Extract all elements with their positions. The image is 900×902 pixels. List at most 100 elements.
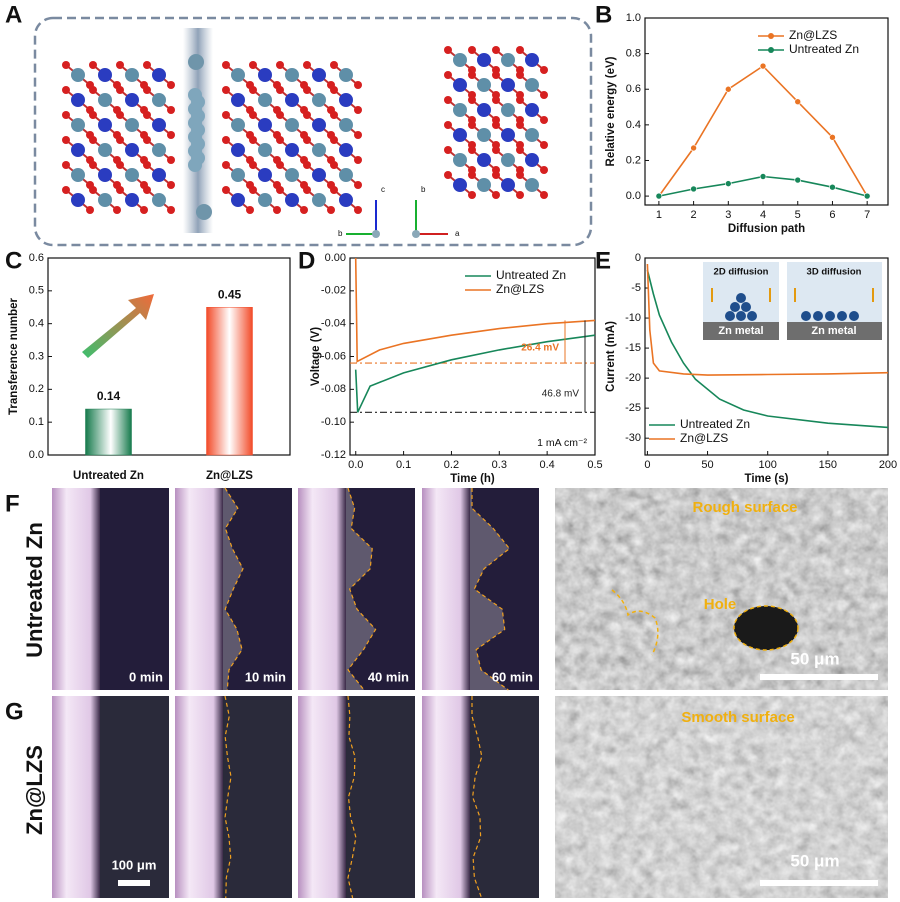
atom	[354, 156, 362, 164]
time-label: 60 min	[492, 669, 533, 684]
atom	[89, 86, 97, 94]
legend-marker	[768, 33, 774, 39]
atom	[303, 161, 311, 169]
atom	[249, 186, 257, 194]
atom	[258, 168, 272, 182]
atom	[339, 143, 353, 157]
atom	[258, 68, 272, 82]
atom	[444, 146, 452, 154]
time-label: 10 min	[245, 669, 286, 684]
atom	[89, 161, 97, 169]
legend-label: Zn@LZS	[789, 28, 837, 42]
atom	[492, 46, 500, 54]
y-tick-label: -5	[631, 282, 641, 294]
inset-label: 2D diffusion	[714, 267, 769, 278]
atom	[501, 78, 515, 92]
atom	[116, 86, 124, 94]
atom	[222, 111, 230, 119]
atom	[303, 61, 311, 69]
atom	[231, 118, 245, 132]
atom	[143, 161, 151, 169]
atom	[453, 103, 467, 117]
atom	[540, 66, 548, 74]
atom	[354, 106, 362, 114]
atom	[339, 93, 353, 107]
atom	[303, 136, 311, 144]
zn-electrode	[175, 696, 223, 898]
x-axis-label: Diffusion path	[728, 223, 805, 235]
y-tick-label: 0	[635, 252, 641, 264]
atom	[116, 186, 124, 194]
atom	[477, 153, 491, 167]
atom	[167, 181, 175, 189]
atom	[89, 111, 97, 119]
atom	[125, 118, 139, 132]
atom	[231, 93, 245, 107]
zn-electrode	[52, 488, 100, 690]
y-tick-label: 0.5	[29, 285, 44, 297]
atom	[525, 178, 539, 192]
atom	[71, 168, 85, 182]
zn-electrode	[422, 696, 470, 898]
atom	[71, 143, 85, 157]
atom	[444, 71, 452, 79]
y-tick-label: -25	[625, 402, 641, 414]
atom	[152, 93, 166, 107]
y-tick-label: 0.8	[626, 48, 641, 60]
atom	[152, 168, 166, 182]
x-tick-label: 7	[864, 209, 870, 221]
atom	[116, 136, 124, 144]
atom	[312, 193, 326, 207]
atom	[222, 186, 230, 194]
atom	[125, 193, 139, 207]
y-tick-label: 0.2	[29, 383, 44, 395]
x-tick-label: 0.5	[587, 459, 602, 471]
trend-arrow	[82, 294, 154, 358]
atom	[62, 111, 70, 119]
sem-label: Smooth surface	[681, 709, 794, 726]
y-tick-label: 0.0	[626, 190, 641, 202]
zn-ion	[188, 158, 202, 172]
atom	[113, 206, 121, 214]
y-tick-label: -0.10	[321, 416, 346, 428]
atom	[222, 161, 230, 169]
marker	[794, 98, 802, 106]
time-label: 40 min	[368, 669, 409, 684]
zn-electrode	[298, 488, 346, 690]
y-tick-label: -0.06	[321, 350, 346, 362]
atom	[249, 161, 257, 169]
zn-ion	[188, 54, 204, 70]
atom	[285, 118, 299, 132]
x-tick-label: 4	[760, 209, 766, 221]
zn-electrode	[298, 696, 346, 898]
atom	[167, 206, 175, 214]
x-tick-label: 0.3	[492, 459, 507, 471]
x-axis-label: Time (s)	[745, 473, 789, 485]
bar	[206, 307, 253, 456]
atom	[71, 93, 85, 107]
atom	[258, 93, 272, 107]
zn-electrode	[175, 488, 223, 690]
atom	[468, 146, 476, 154]
atom	[492, 191, 500, 199]
annotation: 46.8 mV	[542, 388, 580, 399]
value-label: 0.45	[218, 287, 242, 301]
y-tick-label: 1.0	[626, 12, 641, 24]
plot-frame	[644, 257, 889, 456]
panel-label: A	[5, 1, 22, 28]
y-tick-label: -0.12	[321, 449, 346, 461]
y-axis-label: Relative energy (eV)	[605, 56, 617, 166]
atom	[62, 86, 70, 94]
row-label: Zn@LZS	[22, 745, 47, 835]
series-line	[646, 263, 889, 376]
atom	[312, 143, 326, 157]
atom	[492, 146, 500, 154]
atom	[516, 146, 524, 154]
y-axis-label: Current (mA)	[605, 321, 617, 392]
y-tick-label: 0.2	[626, 154, 641, 166]
atom	[86, 206, 94, 214]
x-tick-label: 3	[725, 209, 731, 221]
scale-bar	[118, 880, 150, 886]
atom	[62, 136, 70, 144]
